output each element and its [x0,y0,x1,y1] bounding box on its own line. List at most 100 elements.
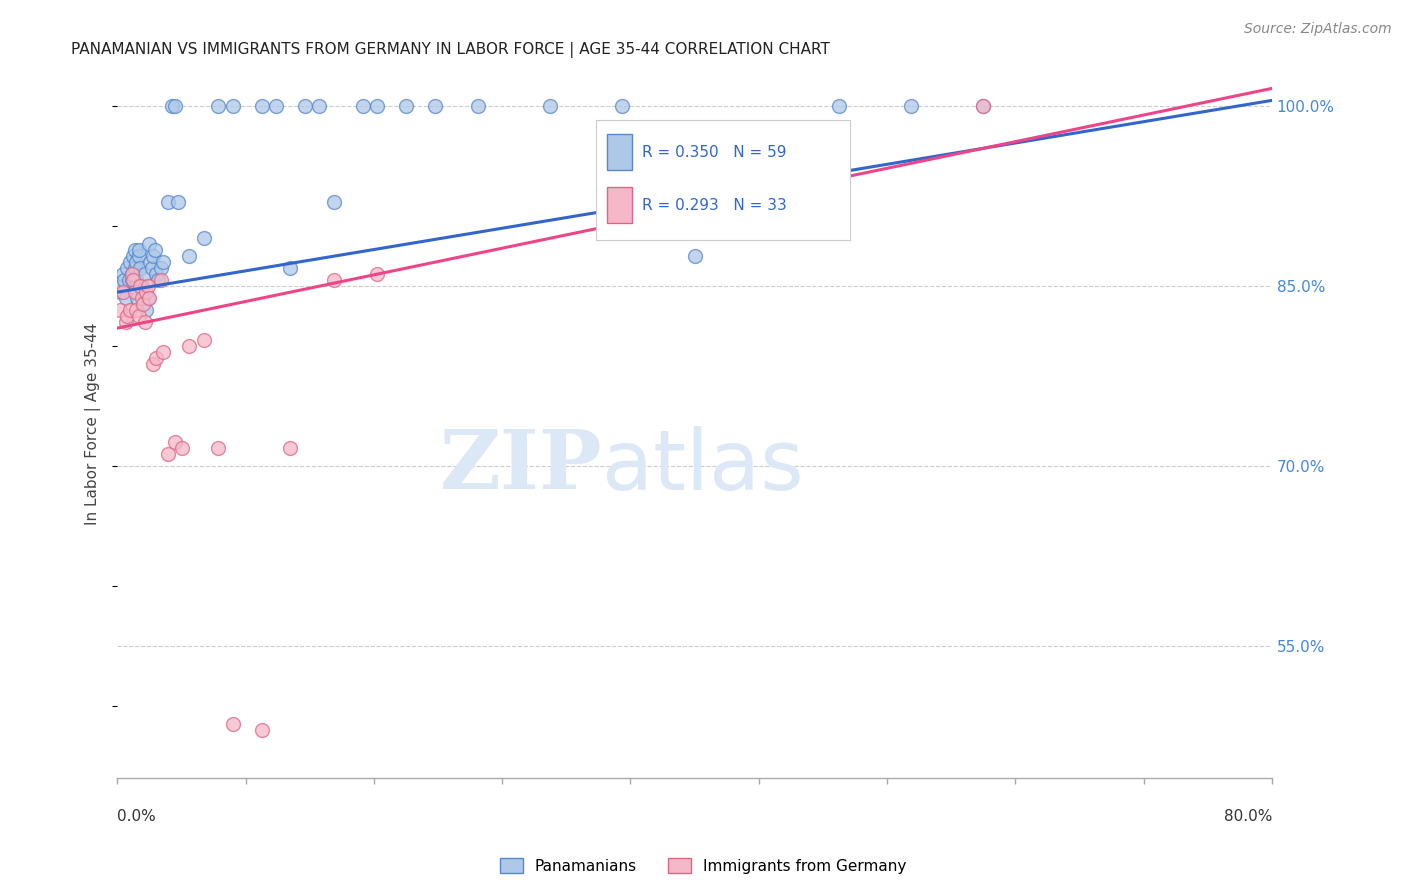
Point [124,244,146,258]
Point [972,99,994,113]
Point [124,285,146,300]
Point [149,261,172,276]
Point [972,99,994,113]
Point [179,339,201,353]
Point [117,261,139,276]
Point [207,99,229,113]
Point [115,315,138,329]
Point [125,255,148,269]
Point [132,297,155,311]
Point [280,261,302,276]
Point [138,237,160,252]
Point [128,244,150,258]
Point [135,303,157,318]
Text: Source: ZipAtlas.com: Source: ZipAtlas.com [1244,22,1392,37]
Point [142,249,165,263]
Point [308,99,330,113]
Point [538,99,561,113]
Text: atlas: atlas [602,425,804,507]
Point [120,303,142,318]
Point [125,273,148,287]
Point [149,273,172,287]
Point [612,99,634,113]
Point [167,195,190,210]
Point [163,99,186,113]
Point [134,315,156,329]
Point [128,309,150,323]
Point [135,285,157,300]
Point [222,99,245,113]
Point [108,303,131,318]
Point [131,291,153,305]
Point [121,267,143,281]
Point [145,351,167,365]
Point [423,99,446,113]
Y-axis label: In Labor Force | Age 35-44: In Labor Force | Age 35-44 [86,323,101,525]
Point [122,249,145,263]
Point [146,273,169,287]
Point [900,99,922,113]
Point [828,99,851,113]
Text: PANAMANIAN VS IMMIGRANTS FROM GERMANY IN LABOR FORCE | AGE 35-44 CORRELATION CHA: PANAMANIAN VS IMMIGRANTS FROM GERMANY IN… [72,42,830,58]
Point [142,357,165,371]
Point [108,285,131,300]
Point [132,285,155,300]
Point [122,267,145,281]
Point [683,249,706,263]
Point [136,291,159,305]
Point [366,99,388,113]
Point [139,255,162,269]
Point [129,279,152,293]
Point [467,99,489,113]
Point [163,434,186,449]
Point [193,333,215,347]
Point [222,716,245,731]
Point [322,273,344,287]
Point [110,279,132,293]
Point [118,273,141,287]
Point [207,441,229,455]
Point [193,231,215,245]
Point [114,273,136,287]
Point [129,261,152,276]
Text: ZIP: ZIP [440,426,602,507]
Text: 0.0%: 0.0% [117,809,156,824]
Point [294,99,316,113]
Point [366,267,388,281]
Point [127,291,149,305]
Point [131,279,153,293]
Point [122,273,145,287]
Point [121,273,143,287]
Point [120,255,142,269]
Point [152,345,174,359]
Point [250,723,273,737]
Point [128,249,150,263]
Point [141,261,163,276]
Point [117,309,139,323]
Point [156,447,179,461]
Point [179,249,201,263]
Point [143,244,166,258]
Point [112,285,135,300]
Point [115,291,138,305]
Point [172,441,194,455]
Point [145,267,167,281]
Point [125,303,148,318]
Point [112,267,135,281]
Point [160,99,183,113]
Point [264,99,287,113]
Point [322,195,344,210]
Point [156,195,179,210]
Text: 80.0%: 80.0% [1223,809,1272,824]
Point [124,261,146,276]
Point [121,267,143,281]
Point [280,441,302,455]
Point [395,99,418,113]
Point [134,267,156,281]
Point [250,99,273,113]
Point [136,279,159,293]
Point [352,99,374,113]
Point [152,255,174,269]
Point [138,291,160,305]
Legend: Panamanians, Immigrants from Germany: Panamanians, Immigrants from Germany [494,852,912,880]
